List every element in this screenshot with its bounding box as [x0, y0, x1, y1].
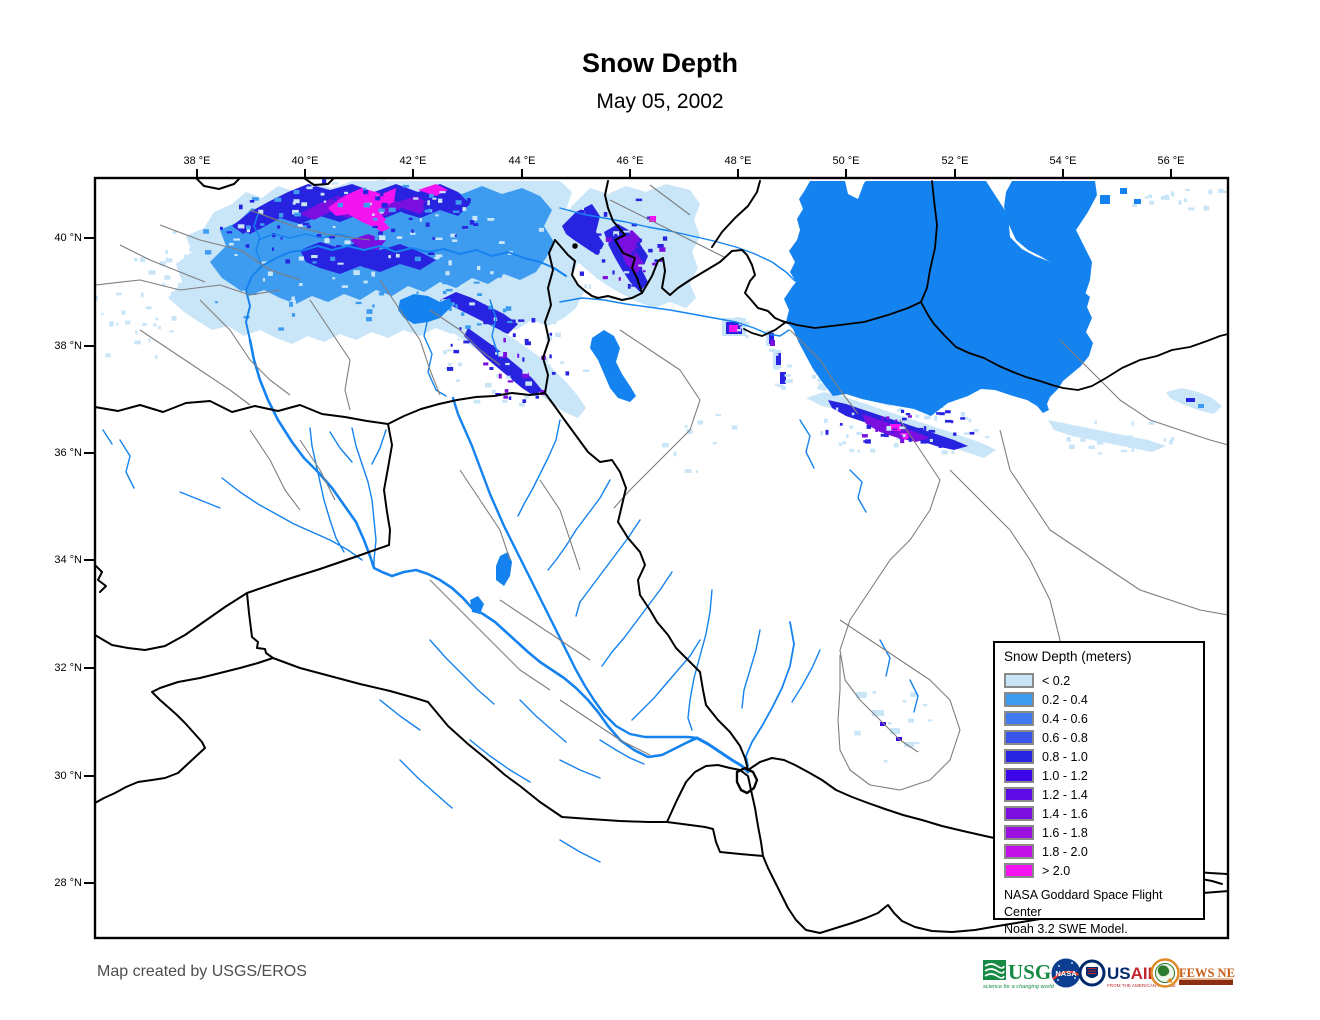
lat-label: 36 °N	[54, 447, 82, 459]
lon-label: 44 °E	[508, 155, 536, 167]
legend-row: > 2.0	[1004, 861, 1203, 880]
border-iraq-saudi	[272, 657, 764, 857]
border-syria-iraq	[383, 423, 393, 546]
legend-row: 1.8 - 2.0	[1004, 842, 1203, 861]
caspian-sea	[784, 181, 1093, 416]
lon-label: 56 °E	[1157, 155, 1185, 167]
legend-swatch	[1004, 768, 1034, 783]
legend-row: 0.6 - 0.8	[1004, 728, 1203, 747]
border-iran-iraq	[544, 392, 749, 771]
legend-swatch	[1004, 673, 1034, 688]
lat-label: 32 °N	[54, 662, 82, 674]
legend-box: Snow Depth (meters) < 0.2 0.2 - 0.4 0.4 …	[993, 641, 1205, 936]
legend-row: 0.8 - 1.0	[1004, 747, 1203, 766]
lat-label: 38 °N	[54, 340, 82, 352]
lon-label: 42 °E	[399, 155, 427, 167]
legend-swatch	[1004, 787, 1034, 802]
fewsnet-logo: FEWS NET	[1150, 958, 1235, 988]
lon-label: 54 °E	[1049, 155, 1077, 167]
country-borders	[96, 179, 1227, 934]
lon-label: 48 °E	[724, 155, 752, 167]
legend-title: Snow Depth (meters)	[1004, 649, 1132, 664]
lon-label: 52 °E	[941, 155, 969, 167]
water-bodies	[398, 181, 1141, 614]
svg-text:science for a changing world: science for a changing world	[983, 984, 1055, 990]
border-kuwait	[666, 764, 741, 823]
agency-logos: USGS science for a changing world NASA U…	[983, 958, 1235, 990]
page-title: Snow Depth	[582, 48, 738, 78]
border-aras	[554, 239, 643, 301]
legend-swatch	[1004, 806, 1034, 821]
legend-row: 1.6 - 1.8	[1004, 823, 1203, 842]
lon-label: 50 °E	[832, 155, 860, 167]
legend-swatch	[1004, 711, 1034, 726]
lat-label: 34 °N	[54, 554, 82, 566]
lon-label: 38 °E	[183, 155, 211, 167]
border-turkey-south	[96, 392, 546, 425]
lon-label: 46 °E	[616, 155, 644, 167]
lat-tick-marks	[84, 237, 95, 884]
lake-urmia	[590, 330, 636, 402]
border-caucasus	[604, 180, 789, 324]
legend-row: 1.4 - 1.6	[1004, 804, 1203, 823]
lat-label: 30 °N	[54, 770, 82, 782]
nasa-logo: NASA	[1051, 958, 1081, 988]
legend-swatch	[1004, 692, 1034, 707]
legend-swatch	[1004, 730, 1034, 745]
legend-swatch	[1004, 844, 1034, 859]
legend-row: 0.4 - 0.6	[1004, 709, 1203, 728]
lake-van	[398, 294, 452, 324]
legend-row: 1.2 - 1.4	[1004, 785, 1203, 804]
legend-attribution: NASA Goddard Space Flight Center Noah 3.…	[1004, 888, 1163, 936]
map-credit: Map created by USGS/EROS	[97, 963, 307, 980]
legend-row: 0.2 - 0.4	[1004, 690, 1203, 709]
legend-swatch	[1004, 825, 1034, 840]
lat-label: 28 °N	[54, 877, 82, 889]
map-frame	[93, 176, 1230, 940]
legend-row: 1.0 - 1.2	[1004, 766, 1203, 785]
svg-text:NASA: NASA	[1055, 969, 1077, 978]
legend-swatch	[1004, 749, 1034, 764]
lat-label: 40 °N	[54, 232, 82, 244]
lon-tick-marks	[196, 169, 1172, 178]
svg-text:FEWS NET: FEWS NET	[1179, 966, 1235, 980]
rivers	[102, 207, 919, 863]
caspian-maritime-borders	[920, 180, 938, 303]
svg-text:FROM THE AMERICAN PEOPLE: FROM THE AMERICAN PEOPLE	[1107, 983, 1176, 988]
legend-swatch	[1004, 863, 1034, 878]
legend-row: < 0.2	[1004, 671, 1203, 690]
border-jordan-hiccup	[246, 592, 274, 659]
usgs-logo: USGS science for a changing world	[983, 960, 1063, 990]
usaid-logo: USAID FROM THE AMERICAN PEOPLE	[1078, 959, 1176, 988]
lon-label: 40 °E	[291, 155, 319, 167]
border-turkey-iran	[542, 239, 556, 394]
page-subtitle: May 05, 2002	[596, 90, 724, 113]
